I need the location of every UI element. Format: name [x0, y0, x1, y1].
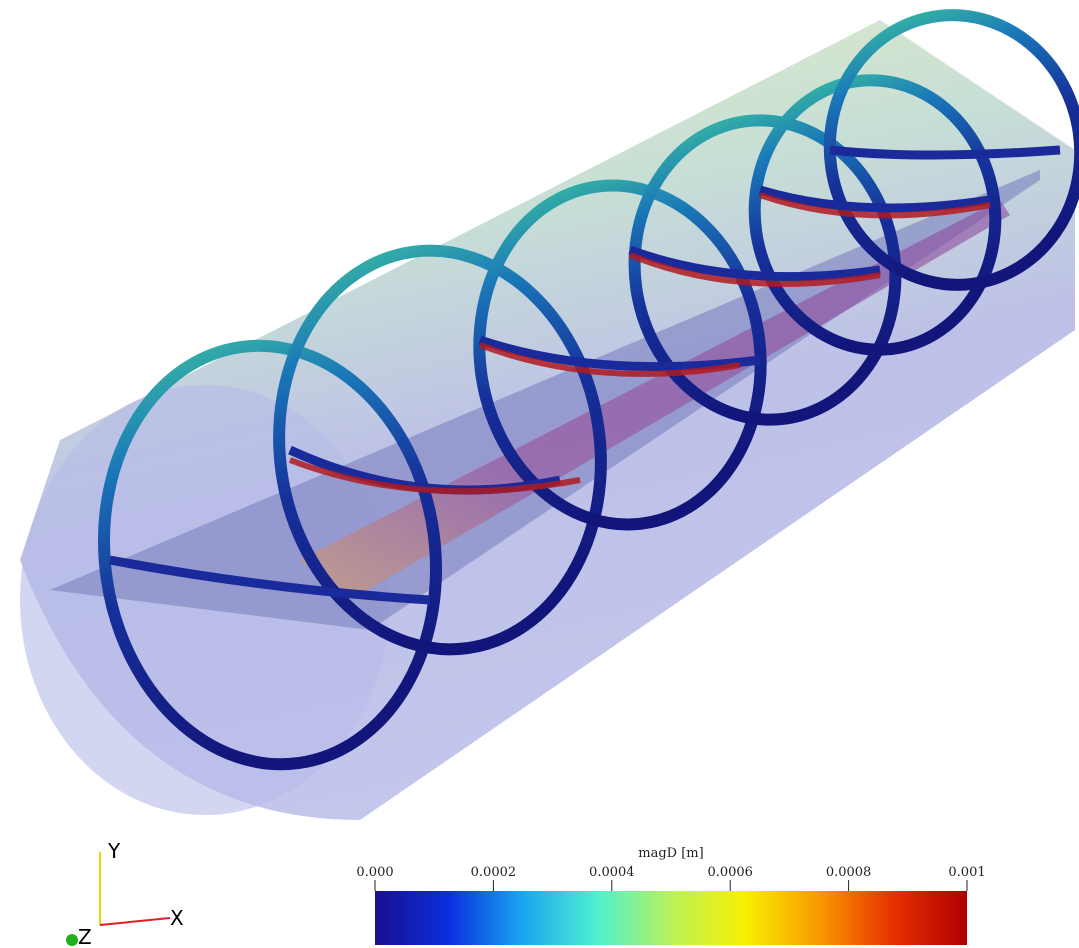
streak	[300, 200, 1010, 600]
colorbar-tick-label: 0.0002	[471, 865, 517, 880]
y-label: Y	[107, 839, 121, 863]
z-label: Z	[78, 925, 92, 948]
rings	[98, 9, 1079, 771]
z-axis	[66, 934, 78, 946]
colorbar-title: magD [m]	[638, 846, 703, 861]
x-label: X	[170, 906, 184, 930]
axes-triad: Y X Z	[66, 839, 184, 948]
color-legend: magD [m] 0.000 0.0002 0.0004 0.0006 0.0008 0.…	[356, 846, 986, 945]
colorbar	[375, 891, 967, 945]
colorbar-tick-label: 0.001	[948, 865, 985, 880]
colorbar-tick-label: 0.0004	[589, 865, 635, 880]
colorbar-tick-label: 0.0008	[826, 865, 872, 880]
colorbar-tick-label: 0.0006	[707, 865, 753, 880]
model	[20, 9, 1079, 820]
x-axis	[99, 917, 171, 926]
colorbar-tick-label: 0.000	[356, 865, 393, 880]
